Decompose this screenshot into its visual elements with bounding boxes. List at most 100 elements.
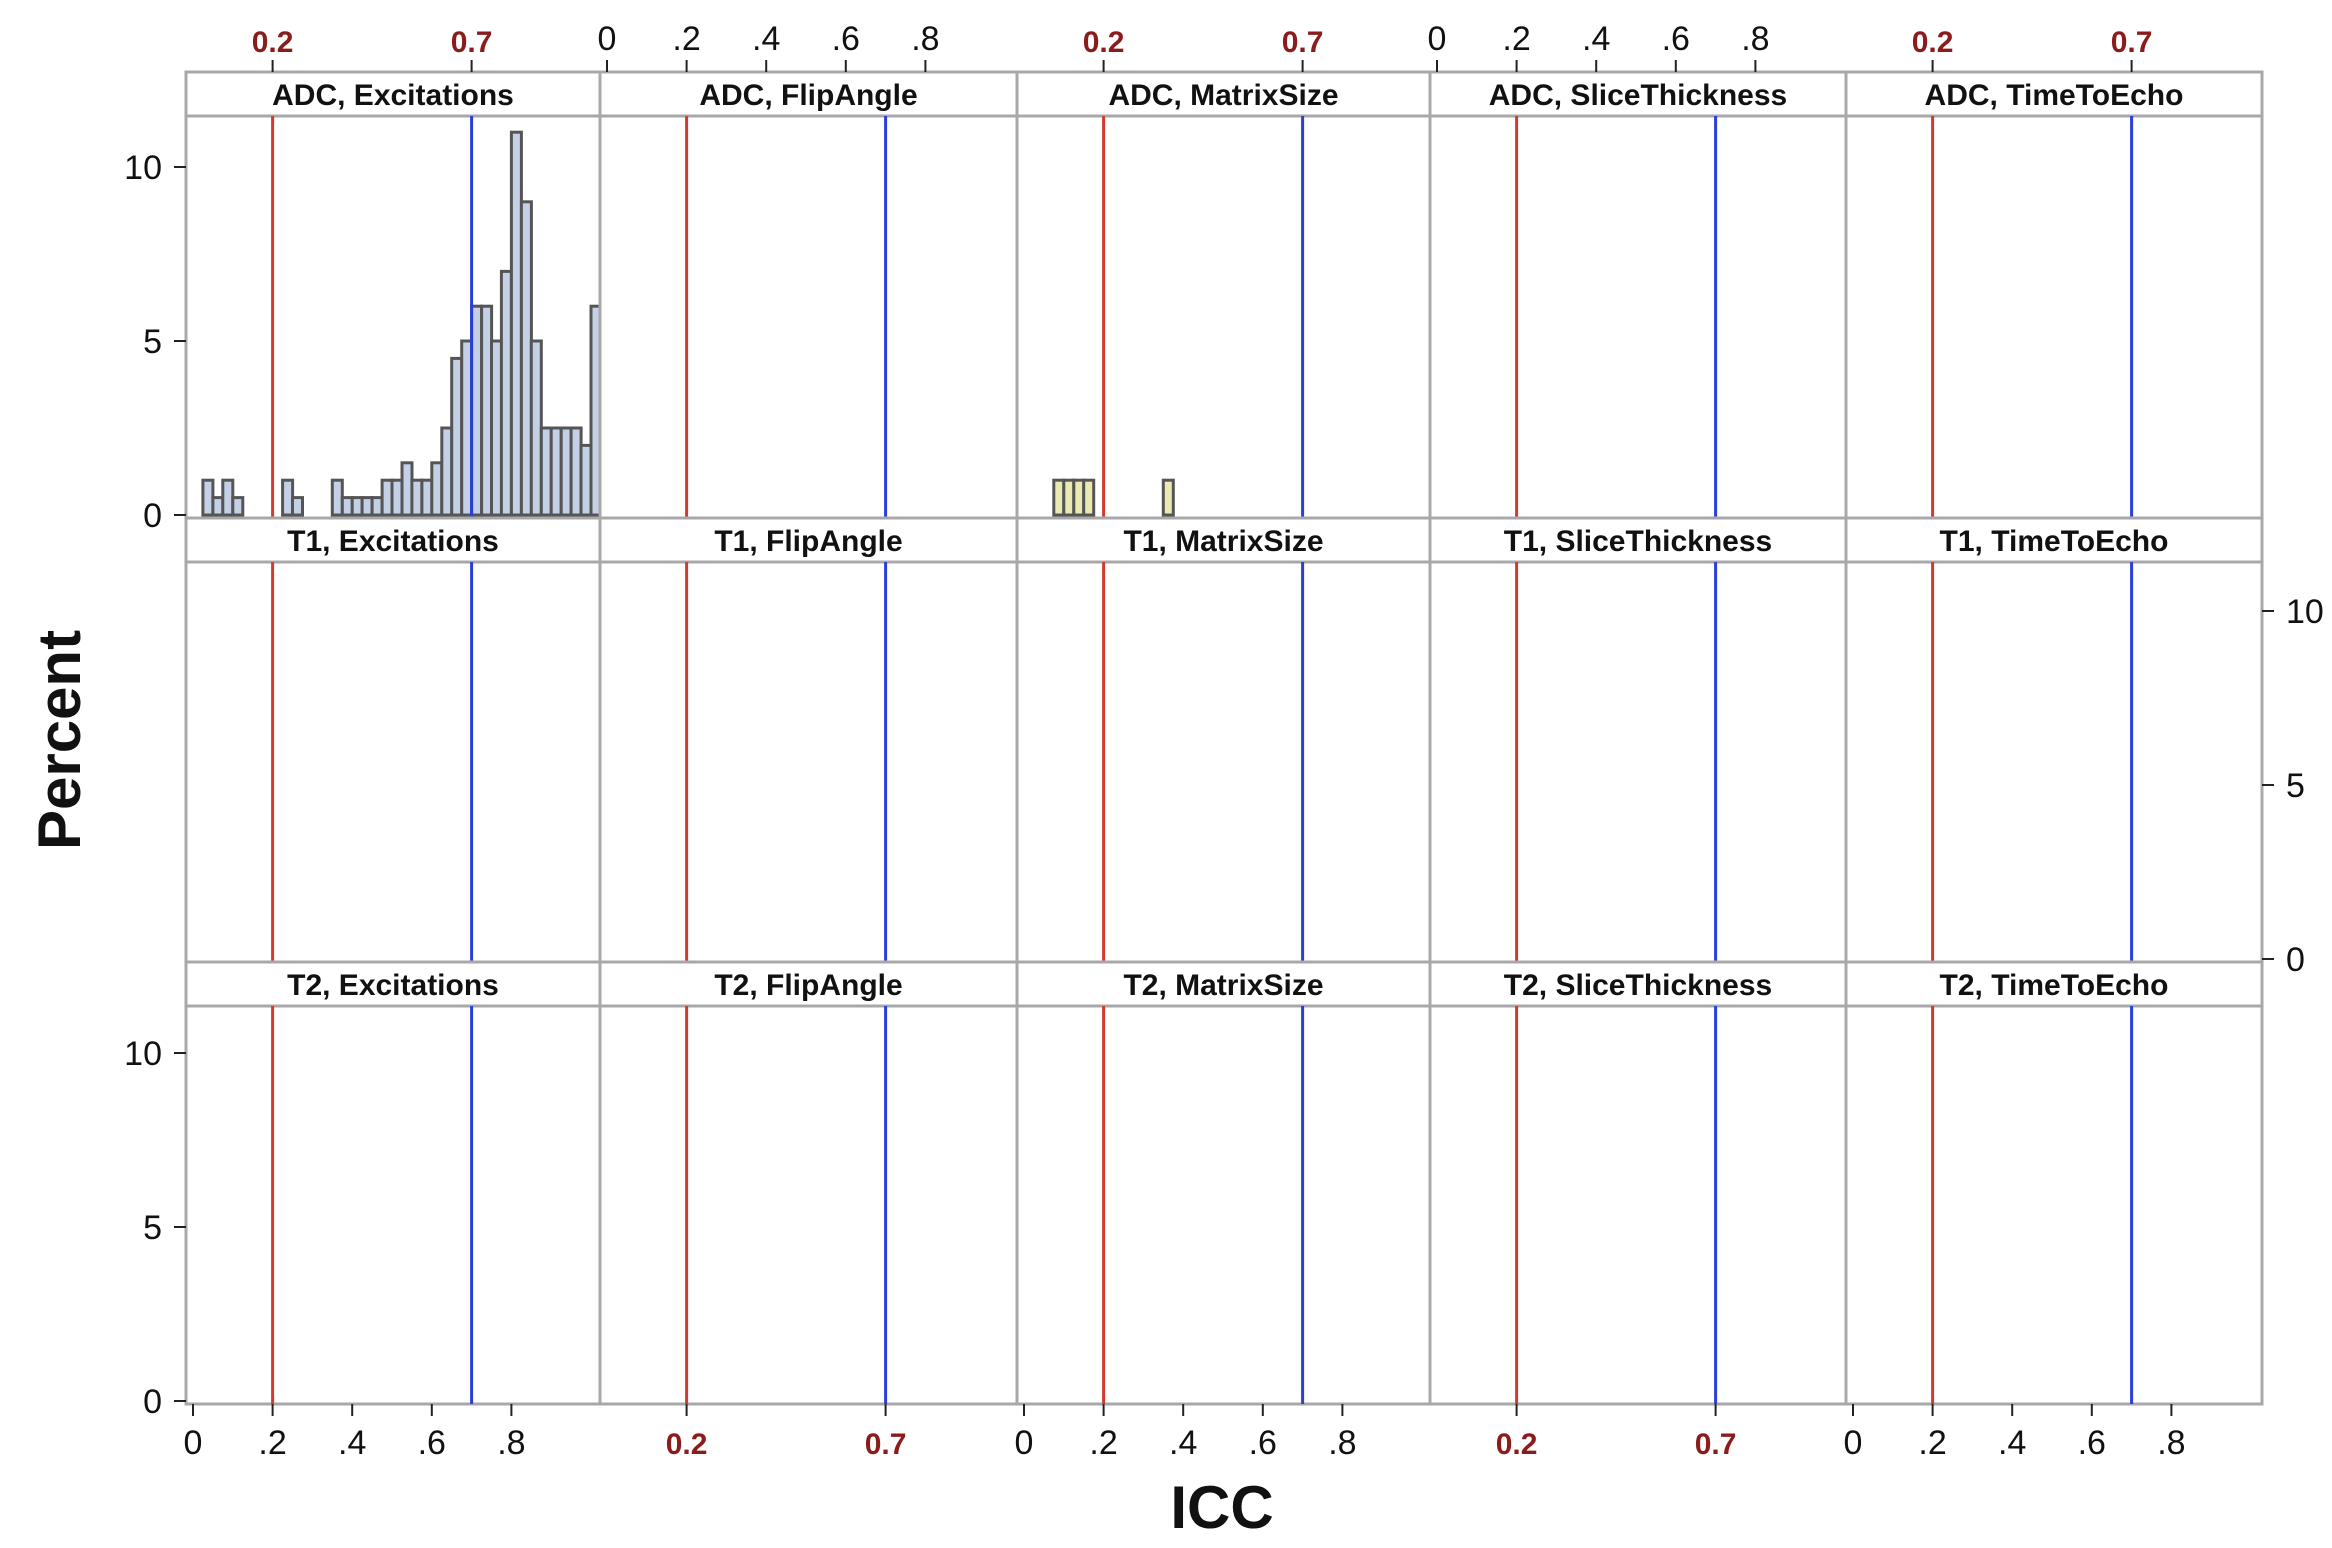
strip-label: ADC, MatrixSize [1108,79,1338,112]
panel-t1-slicethickness: T1, SliceThickness [1428,516,1848,964]
x-tick-label: .6 [1249,1424,1277,1462]
x-tick-label: .4 [1998,1424,2026,1462]
panel-layer: ADC, Excitations ADC, FlipAngle ADC, Matri… [184,70,2264,1406]
panel-t2-slicethickness: T2, SliceThickness [1428,960,1848,1406]
strip-header [1844,960,2264,1008]
strip-label: T2, Excitations [287,969,499,1002]
x-tick-label: 0 [1015,1424,1034,1462]
y-tick-label: 5 [143,323,162,361]
y-tick-label: 0 [143,1383,162,1421]
strip-label: T1, SliceThickness [1504,525,1772,558]
x-tick-label: .6 [1662,20,1690,58]
plot-area [1015,560,1432,964]
histogram-bar [291,496,304,517]
x-tick-label: .2 [258,1424,286,1462]
histogram-bar [1082,478,1096,517]
x-tick-label: 0 [184,1424,203,1462]
plot-area [1428,1004,1848,1406]
x-tick-label: .2 [1502,20,1530,58]
ref-tick-label: 0.2 [252,26,294,59]
strip-label: T1, Excitations [287,525,499,558]
x-tick-label: .8 [2157,1424,2185,1462]
ref-tick-label: 0.7 [451,26,493,59]
panel-adc-excitations: ADC, Excitations [184,70,623,520]
panel-t1-matrixsize: T1, MatrixSize [1015,516,1432,964]
histogram-bar [1161,478,1175,517]
strip-label: T2, TimeToEcho [1940,969,2169,1002]
panel-t2-matrixsize: T2, MatrixSize [1015,960,1432,1406]
y-tick-label: 10 [124,1035,162,1073]
strip-label: ADC, TimeToEcho [1925,79,2184,112]
y-tick-label: 5 [2286,767,2305,805]
plot-area [184,1004,602,1406]
plot-area [184,560,602,964]
ref-tick-label: 0.7 [1695,1428,1737,1461]
x-tick-label: .6 [2078,1424,2106,1462]
panel-t2-timetoecho: T2, TimeToEcho [1844,960,2264,1406]
ref-tick-label: 0.7 [1282,26,1324,59]
ref-tick-label: 0.7 [2111,26,2153,59]
plot-area [1015,114,1432,520]
strip-label: T2, FlipAngle [714,969,902,1002]
panel-adc-timetoecho: ADC, TimeToEcho [1844,70,2264,520]
panel-t1-flipangle: T1, FlipAngle [598,516,1019,964]
panel-adc-slicethickness: ADC, SliceThickness [1428,70,1848,520]
strip-header [1015,70,1432,118]
strip-header [598,960,1019,1008]
plot-area [1844,114,2264,520]
x-axis-title: ICC [1170,1474,1273,1541]
strip-label: T1, TimeToEcho [1940,525,2169,558]
strip-label: T1, MatrixSize [1123,525,1323,558]
ref-tick-label: 0.2 [1083,26,1125,59]
histogram-bars [1052,478,1175,517]
y-tick-label: 0 [2286,941,2305,979]
x-tick-label: .2 [1089,1424,1117,1462]
x-tick-label: .4 [752,20,780,58]
axis-layer: 0.2 0.7 0.2 0.7 0.2 0.70.2.4.6.8 0.2.4.6.80.2.… [124,20,2324,1462]
x-tick-label: 0 [1844,1424,1863,1462]
ref-tick-label: 0.2 [1912,26,1954,59]
panel-adc-matrixsize: ADC, MatrixSize [1015,70,1432,520]
histogram-bar [231,496,245,517]
x-tick-label: .6 [418,1424,446,1462]
plot-area [1015,1004,1432,1406]
x-tick-label: .8 [497,1424,525,1462]
plot-area [598,114,1019,520]
x-tick-label: 0 [1428,20,1447,58]
plot-area [598,1004,1019,1406]
x-tick-label: .6 [832,20,860,58]
panel-t2-flipangle: T2, FlipAngle [598,960,1019,1406]
strip-header [184,70,602,118]
plot-area [1428,114,1848,520]
x-tick-label: .8 [1328,1424,1356,1462]
panel-adc-flipangle: ADC, FlipAngle [598,70,1019,520]
plot-area [1844,560,2264,964]
plot-area [598,560,1019,964]
strip-label: ADC, Excitations [272,79,514,112]
y-axis-title: Percent [26,630,93,850]
panel-t1-excitations: T1, Excitations [184,516,602,964]
x-tick-label: .8 [1741,20,1769,58]
y-tick-label: 10 [2286,593,2324,631]
x-tick-label: .8 [911,20,939,58]
y-tick-label: 10 [124,149,162,187]
strip-label: ADC, FlipAngle [699,79,917,112]
plot-area [1844,1004,2264,1406]
ref-tick-label: 0.2 [666,1428,708,1461]
strip-header [1844,516,2264,564]
panel-t1-timetoecho: T1, TimeToEcho [1844,516,2264,964]
x-tick-label: .2 [1918,1424,1946,1462]
strip-header [184,516,602,564]
y-tick-label: 5 [143,1209,162,1247]
plot-area [1428,560,1848,964]
ref-tick-label: 0.7 [865,1428,907,1461]
x-tick-label: 0 [598,20,617,58]
x-tick-label: .2 [672,20,700,58]
strip-label: T1, FlipAngle [714,525,902,558]
strip-label: ADC, SliceThickness [1489,79,1787,112]
x-tick-label: .4 [1582,20,1610,58]
y-tick-label: 0 [143,497,162,535]
ref-tick-label: 0.2 [1496,1428,1538,1461]
panel-t2-excitations: T2, Excitations [184,960,602,1406]
